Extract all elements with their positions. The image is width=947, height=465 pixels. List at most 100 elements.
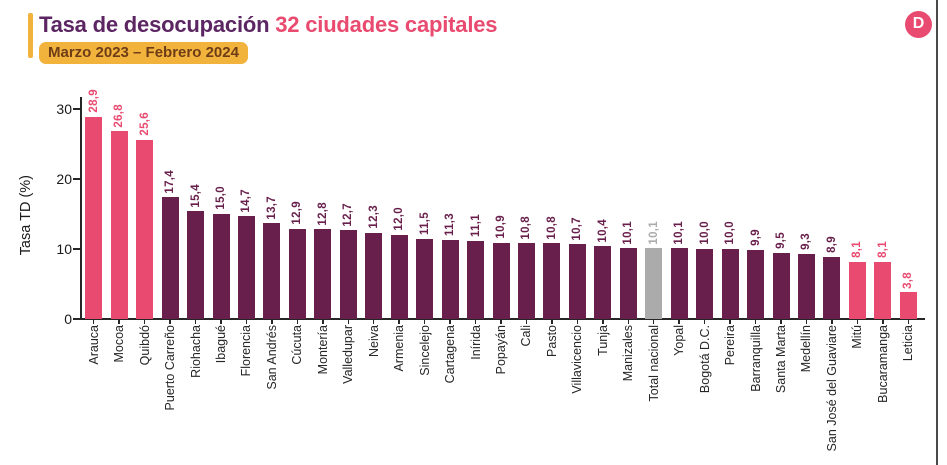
bar [263,223,281,319]
bar-value-label: 15,0 [214,186,227,210]
x-tick-label: Mocoa [112,325,127,363]
x-tick-label: Cali [519,325,534,347]
bar-value-label: 10,1 [647,220,660,245]
y-tick-mark [73,248,80,250]
x-tick-mark [576,319,579,324]
bar [416,238,434,319]
bar-value-label: 9,9 [749,228,762,246]
x-tick-mark [194,319,197,324]
x-tick-mark [245,319,248,324]
bar [848,262,866,319]
bar-value-label: 8,1 [876,241,889,259]
x-tick-mark [602,319,604,324]
bar [237,216,255,319]
x-tick-mark [271,319,273,324]
bar-value-label: 11,5 [418,211,431,235]
bar-value-label: 25,6 [138,112,151,136]
x-tick-mark [856,319,859,324]
bar [161,197,179,319]
x-tick-mark [907,319,910,324]
bar-value-label: 14,7 [240,188,253,213]
page-right-border [936,0,938,465]
x-tick-label: Mitú [850,325,865,349]
x-tick-label: Cartagena [443,325,458,384]
bar-value-label: 11,1 [469,214,482,238]
y-tick-mark [73,318,80,320]
y-tick-label: 20 [56,171,72,187]
bar [314,229,332,319]
x-tick-mark [678,319,680,324]
bar [365,232,383,319]
x-tick-mark [322,319,324,324]
bar [670,248,688,319]
x-tick-mark [169,319,171,324]
bar-value-label: 12,7 [342,202,355,227]
bar-value-label: 10,1 [622,220,635,245]
x-tick-label: Bucaramanga [875,325,890,403]
x-tick-mark [118,319,120,324]
x-tick-label: Tunja [595,325,610,356]
bar-value-label: 12,9 [291,201,304,225]
x-tick-mark [449,319,451,324]
x-tick-label: Villavicencio [570,325,585,394]
x-tick-label: Medellín [799,325,814,373]
bar [797,253,815,319]
y-axis-line [80,97,82,319]
bar [212,214,230,319]
bar [543,243,561,319]
x-tick-label: Inírida [468,325,483,360]
x-tick-label: Total nacional [646,325,661,402]
bar [823,256,841,319]
bar [772,252,790,319]
x-tick-label: Armenia [392,325,407,372]
x-tick-mark [347,319,350,324]
bar-value-label: 10,1 [673,220,686,245]
x-tick-mark [92,319,95,324]
bar-value-label: 10,8 [545,215,558,240]
x-axis-line [80,318,925,320]
x-tick-mark [398,319,400,324]
y-tick-label: 30 [56,101,72,117]
bar-value-label: 8,1 [851,241,864,259]
bar-value-label: 3,8 [902,271,915,289]
plot-area: 28,9 26,8 25,6 17,4 15,4 15,0 14,7 13,7 12,9 12,8… [81,89,921,319]
bar [390,235,408,319]
x-tick-label: Leticia [901,325,916,362]
x-tick-mark [143,319,146,324]
bar [492,242,510,319]
x-tick-mark [780,319,782,324]
bar [517,243,535,319]
x-tick-mark [729,319,731,324]
x-tick-mark [754,319,757,324]
x-tick-label: Puerto Carreño [163,325,178,411]
bar-value-label: 10,9 [494,215,507,239]
title-accent-bar [28,13,33,58]
x-axis-labels: Arauca Mocoa Quibdó Puerto Carreño Riohacha I… [81,325,921,463]
bar [747,249,765,319]
bar [187,211,205,319]
y-tick-mark [73,178,80,180]
bar-value-label: 12,8 [316,201,329,226]
bar-value-label: 10,0 [698,221,711,245]
bar-value-label: 17,4 [164,169,177,194]
x-tick-mark [296,319,299,324]
y-tick-label: 0 [64,311,72,327]
x-tick-mark [551,319,553,324]
x-tick-mark [652,319,655,324]
x-tick-label: Florencia [239,325,254,377]
bar [568,244,586,319]
bar-value-label: 9,5 [774,231,787,249]
bar-value-label: 10,4 [596,218,609,243]
bar-value-label: 13,7 [265,195,278,220]
x-tick-label: Manizales [621,325,636,382]
x-tick-label: Santa Marta [773,325,788,394]
x-tick-label: San Andrés [264,325,279,390]
x-tick-mark [423,319,426,324]
y-axis-label: Tasa TD (%) [18,174,34,256]
x-tick-label: Pasto [544,325,559,357]
bar [899,292,917,319]
bar [441,239,459,319]
bar-value-label: 28,9 [87,89,100,113]
x-tick-label: San José del Guaviare [824,325,839,452]
x-tick-label: Ibagué [213,325,228,364]
